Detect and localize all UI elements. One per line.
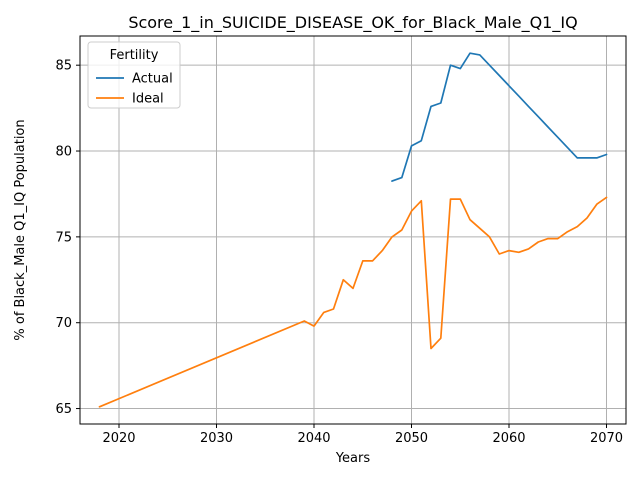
x-tick-label: 2060: [492, 431, 525, 446]
y-axis-ticks: 65 70 75 80 85: [55, 59, 80, 417]
legend-items: Actual Ideal: [96, 72, 173, 107]
x-tick-label: 2070: [590, 431, 623, 446]
legend: Fertility Actual Ideal: [87, 41, 181, 109]
y-tick-label: 70: [55, 316, 72, 331]
series-line-ideal: [98, 196, 608, 408]
legend-box: [87, 41, 181, 109]
y-tick-label: 75: [55, 230, 72, 245]
x-tick-label: 2040: [297, 431, 330, 446]
series-layer: [98, 52, 608, 408]
y-tick-label: 80: [55, 145, 72, 160]
series-line-actual: [391, 52, 608, 182]
x-tick-label: 2020: [102, 431, 135, 446]
legend-title: Fertility: [110, 48, 159, 63]
x-axis-label: Years: [335, 451, 371, 466]
y-axis-label: % of Black_Male Q1_IQ Population: [13, 119, 28, 340]
x-tick-label: 2050: [395, 431, 428, 446]
plot-frame: [79, 35, 627, 425]
legend-label-ideal: Ideal: [132, 92, 164, 107]
y-tick-label: 85: [55, 59, 72, 74]
legend-label-actual: Actual: [132, 72, 173, 87]
x-tick-label: 2030: [200, 431, 233, 446]
y-tick-label: 65: [55, 402, 72, 417]
chart-title: Score_1_in_SUICIDE_DISEASE_OK_for_Black_…: [128, 13, 577, 33]
x-axis-ticks: 2020 2030 2040 2050 2060 2070: [102, 424, 623, 446]
